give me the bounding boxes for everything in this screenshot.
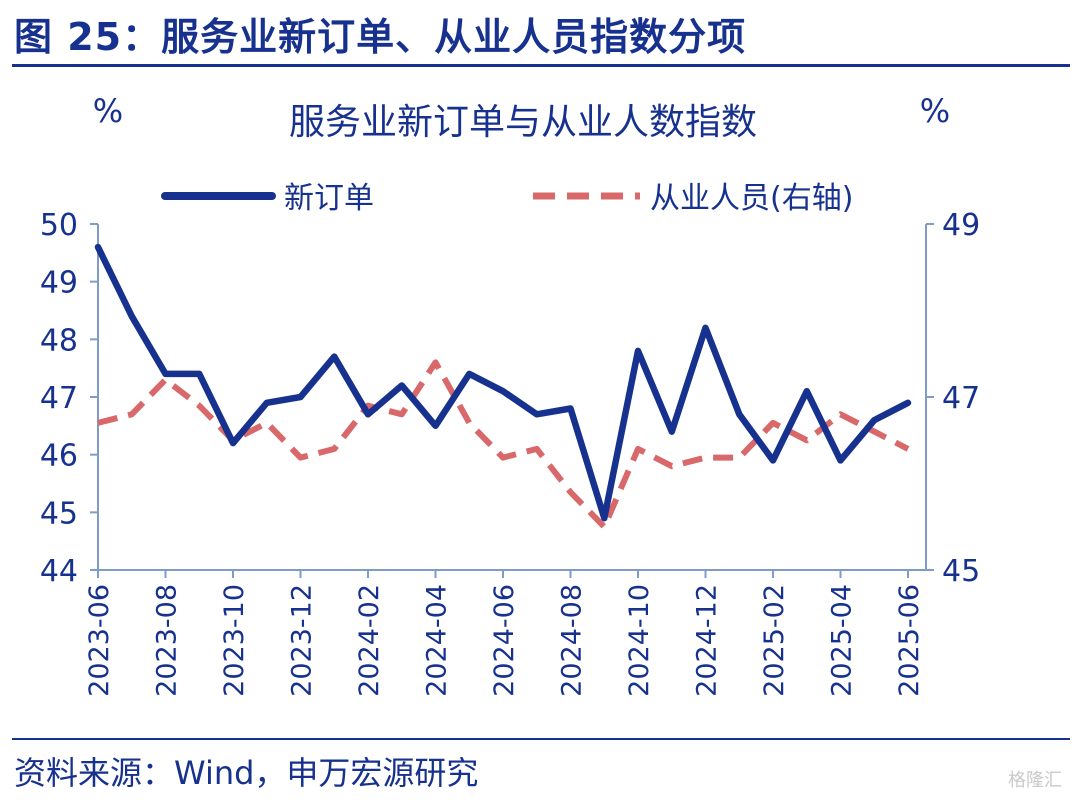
left-y-tick-label: 50: [40, 208, 78, 243]
x-tick-label: 2023-08: [152, 584, 183, 697]
right-y-tick-label: 49: [942, 208, 980, 243]
left-axis-unit: %: [93, 92, 123, 130]
x-tick-label: 2024-02: [354, 584, 385, 697]
legend-label-new-orders: 新订单: [284, 181, 374, 216]
x-tick-label: 2024-04: [422, 584, 453, 697]
axes: 50 49 48 47 46 45 44 49 47 45 2023-06 2023-08 2023-1…: [40, 208, 980, 697]
x-tick-label: 2024-06: [489, 584, 520, 697]
x-tick-label: 2024-10: [624, 584, 655, 697]
x-tick-label: 2023-12: [287, 584, 318, 697]
footer-divider: [12, 738, 1070, 740]
x-tick-label: 2025-04: [827, 584, 858, 697]
x-tick-label: 2024-08: [557, 584, 588, 697]
source-note: 资料来源：Wind，申万宏源研究: [14, 754, 479, 792]
x-tick-label: 2025-06: [894, 584, 925, 697]
left-y-tick-label: 46: [40, 439, 78, 474]
left-y-tick-label: 47: [40, 381, 78, 416]
x-tick-label: 2024-12: [692, 584, 723, 697]
series-line-new-orders: [94, 243, 912, 522]
left-y-tick-label: 49: [40, 266, 78, 301]
title-divider: [12, 64, 1070, 67]
left-y-tick-label: 45: [40, 496, 78, 531]
x-tick-label: 2023-06: [84, 584, 115, 697]
right-axis-unit: %: [920, 92, 950, 130]
legend: 新订单 从业人员(右轴): [161, 181, 853, 216]
series-line-employment: [97, 359, 910, 530]
x-tick-label: 2025-02: [759, 584, 790, 697]
chart: % % 服务业新订单与从业人数指数 新订单 从业人员(右轴) 50 49 48 47 4…: [40, 92, 980, 697]
chart-title: 服务业新订单与从业人数指数: [289, 102, 757, 143]
figure-title: 图 25：服务业新订单、从业人员指数分项: [14, 15, 747, 59]
left-y-tick-label: 48: [40, 323, 78, 358]
x-tick-label: 2023-10: [219, 584, 250, 697]
series-layer: [94, 243, 912, 530]
left-y-tick-label: 44: [40, 554, 78, 589]
watermark: 格隆汇: [1008, 770, 1062, 791]
right-y-tick-label: 47: [942, 381, 980, 416]
legend-label-employment: 从业人员(右轴): [650, 181, 853, 216]
right-y-tick-label: 45: [942, 554, 980, 589]
